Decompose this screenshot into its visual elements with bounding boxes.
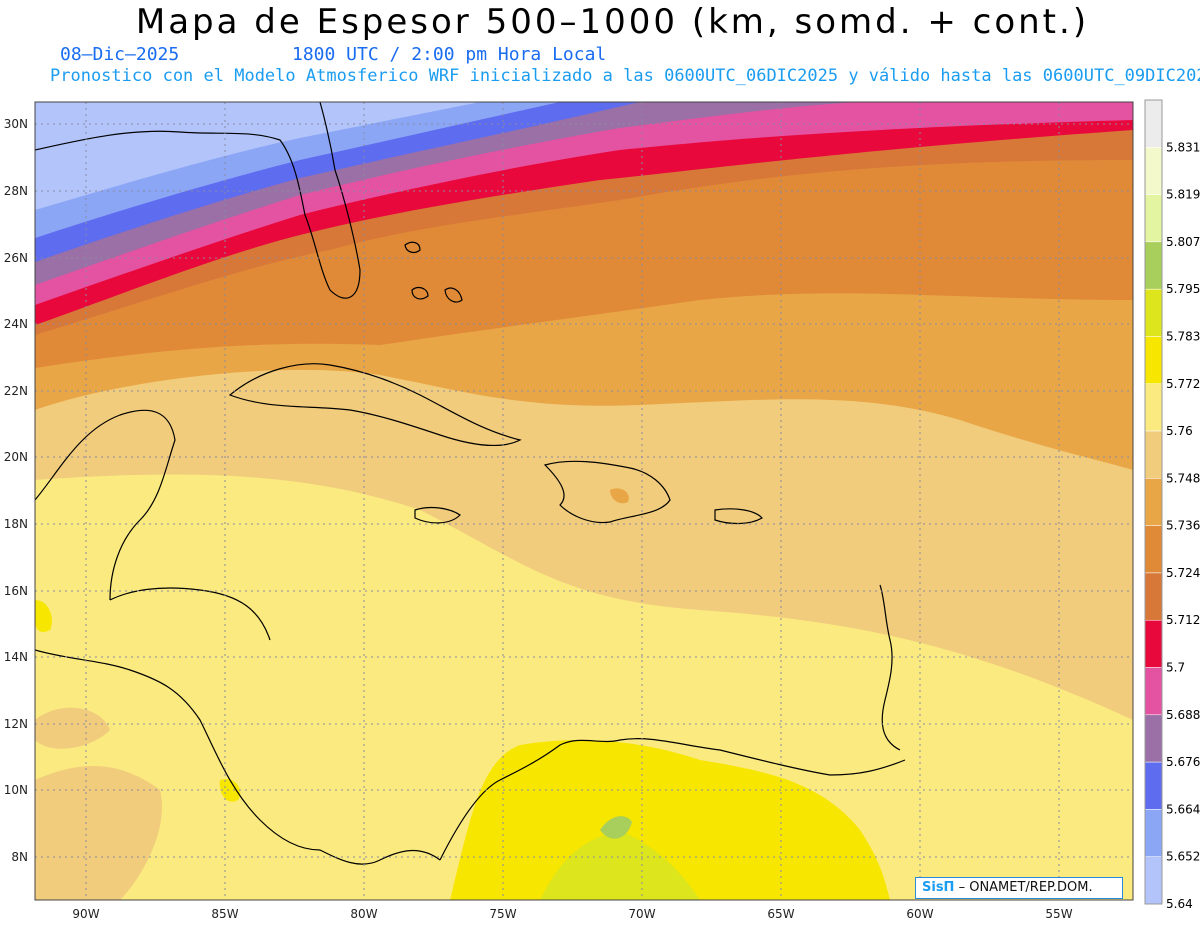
- colorbar-label: 5.831: [1166, 140, 1200, 154]
- lat-label: 18N: [4, 517, 28, 531]
- lat-label: 16N: [4, 584, 28, 598]
- colorbar-swatch: [1144, 572, 1163, 621]
- lat-label: 28N: [4, 184, 28, 198]
- colorbar-label: 5.772: [1166, 377, 1200, 391]
- colorbar-swatch: [1144, 856, 1163, 905]
- map-title: Mapa de Espesor 500–1000 (km, somd. + co…: [135, 2, 1090, 42]
- colorbar-label: 5.807: [1166, 235, 1200, 249]
- lat-label: 22N: [4, 384, 28, 398]
- colorbar-swatch: [1144, 194, 1163, 243]
- colorbar-swatch: [1144, 336, 1163, 385]
- colorbar-label: 5.7: [1166, 661, 1185, 675]
- colorbar-swatch: [1144, 809, 1163, 857]
- colorbar-swatch: [1144, 761, 1163, 810]
- forecast-time: 1800 UTC / 2:00 pm Hora Local: [292, 44, 607, 65]
- lon-label: 85W: [211, 907, 238, 921]
- colorbar-label: 5.664: [1166, 802, 1200, 816]
- lon-label: 65W: [767, 907, 794, 921]
- lat-label: 12N: [4, 717, 28, 731]
- colorbar-swatch: [1144, 478, 1163, 526]
- lat-label: 8N: [11, 850, 28, 864]
- colorbar-swatch: [1144, 99, 1163, 148]
- lon-label: 70W: [628, 907, 655, 921]
- colorbar-swatch: [1144, 383, 1163, 432]
- colorbar-label: 5.712: [1166, 613, 1200, 627]
- lat-label: 10N: [4, 783, 28, 797]
- lat-label: 30N: [4, 117, 28, 131]
- colorbar-swatch: [1144, 714, 1163, 763]
- brand-logo-text: SisΠ: [922, 880, 955, 895]
- colorbar-label: 5.676: [1166, 755, 1200, 769]
- credit-box: SisΠ – ONAMET/REP.DOM.: [915, 877, 1123, 899]
- colorbar-swatch: [1144, 241, 1163, 290]
- lon-label: 90W: [72, 907, 99, 921]
- colorbar-swatch: [1144, 667, 1163, 716]
- colorbar-swatch: [1144, 288, 1163, 337]
- colorbar-label: 5.748: [1166, 471, 1200, 485]
- lat-label: 26N: [4, 251, 28, 265]
- lon-label: 60W: [906, 907, 933, 921]
- colorbar-swatch: [1144, 619, 1163, 668]
- colorbar: 5.831 5.819 5.807 5.795 5.783 5.772 5.76 5.748 5…: [1144, 99, 1200, 911]
- colorbar-label: 5.688: [1166, 708, 1200, 722]
- lon-label: 55W: [1045, 907, 1072, 921]
- lon-label: 80W: [350, 907, 377, 921]
- colorbar-label: 5.795: [1166, 282, 1200, 296]
- colorbar-label: 5.783: [1166, 329, 1200, 343]
- credit-org: – ONAMET/REP.DOM.: [958, 880, 1093, 895]
- plot-frame: [34, 101, 1134, 901]
- colorbar-frame: [1144, 99, 1163, 905]
- model-subtitle: Pronostico con el Modelo Atmosferico WRF…: [50, 66, 1200, 86]
- lat-label: 14N: [4, 650, 28, 664]
- colorbar-swatch: [1144, 525, 1163, 574]
- longitude-axis: 90W 85W 80W 75W 70W 65W 60W 55W: [72, 907, 1072, 921]
- graticule: [35, 102, 1133, 900]
- colorbar-label: 5.819: [1166, 188, 1200, 202]
- contour-field: [35, 102, 1133, 900]
- lon-label: 75W: [489, 907, 516, 921]
- colorbar-label: 5.724: [1166, 566, 1200, 580]
- coastlines: [35, 102, 906, 865]
- colorbar-label: 5.64: [1166, 897, 1193, 911]
- colorbar-label: 5.76: [1166, 424, 1193, 438]
- colorbar-label: 5.736: [1166, 519, 1200, 533]
- lat-label: 20N: [4, 450, 28, 464]
- lat-label: 24N: [4, 317, 28, 331]
- colorbar-swatch: [1144, 430, 1163, 479]
- colorbar-label: 5.652: [1166, 850, 1200, 864]
- latitude-axis: 30N 28N 26N 24N 22N 20N 18N 16N 14N 12N …: [4, 117, 28, 864]
- forecast-date: 08–Dic–2025: [60, 44, 180, 65]
- colorbar-swatch: [1144, 147, 1163, 195]
